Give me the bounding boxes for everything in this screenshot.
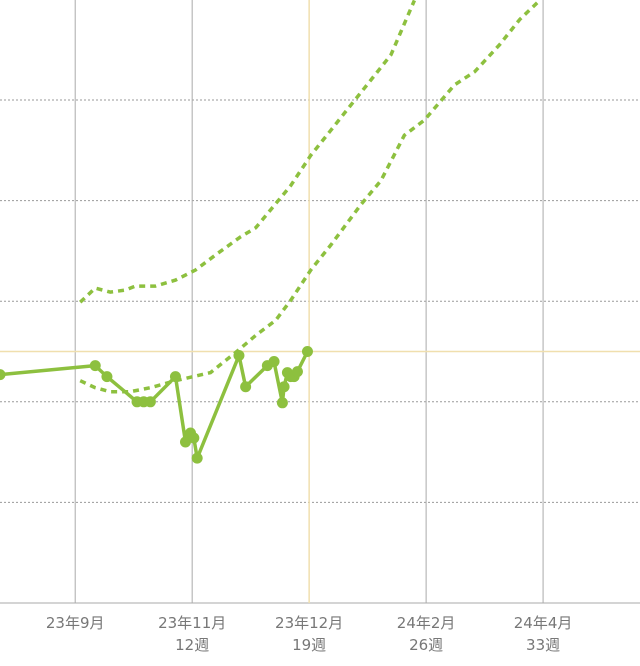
weight-point (89, 360, 101, 372)
x-tick-label: 24年2月 (397, 614, 456, 632)
series-layer (0, 0, 541, 464)
weight-point (0, 369, 6, 381)
weight-point (276, 397, 288, 409)
weight-point (240, 381, 252, 393)
x-tick-week-label: 33週 (526, 636, 560, 654)
x-tick-label: 23年12月 (275, 614, 343, 632)
x-tick-label: 24年4月 (514, 614, 573, 632)
x-axis-ticks: 23年9月 23年11月 12週 23年12月 19週 24年2月 26週 24年4月 33週 (46, 614, 573, 654)
weight-point (144, 396, 156, 408)
x-tick-week-label: 26週 (409, 636, 443, 654)
x-tick-label: 23年9月 (46, 614, 105, 632)
x-tick-week-label: 19週 (292, 636, 326, 654)
weight-point (188, 432, 200, 444)
weight-point (191, 452, 203, 464)
weight-point (101, 371, 113, 383)
weight-point (268, 356, 280, 368)
range-band-line (79, 0, 541, 394)
grid (0, 0, 640, 604)
x-tick-label: 23年11月 (158, 614, 226, 632)
weight-point (278, 381, 290, 393)
weight-point (179, 436, 191, 448)
range-band-line (79, 0, 417, 304)
x-tick-week-label: 12週 (175, 636, 209, 654)
weight-point (291, 366, 303, 378)
weight-point (301, 346, 313, 357)
